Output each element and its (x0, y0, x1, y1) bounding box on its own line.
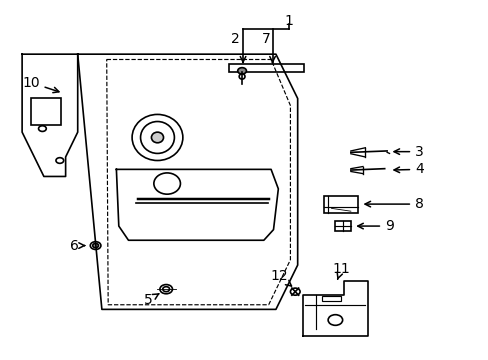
Text: 1: 1 (284, 14, 293, 27)
Bar (228, 64, 304, 72)
Circle shape (93, 243, 98, 248)
Bar (335, 221, 350, 231)
Text: 12: 12 (270, 269, 291, 286)
Bar (324, 195, 357, 213)
Ellipse shape (151, 132, 163, 143)
Text: 8: 8 (364, 197, 423, 211)
Text: 6: 6 (70, 239, 84, 253)
Text: 3: 3 (393, 145, 423, 159)
Text: 4: 4 (393, 162, 423, 176)
Text: 9: 9 (357, 219, 393, 233)
Bar (31, 99, 61, 125)
Text: 2: 2 (231, 32, 240, 46)
Bar (321, 296, 341, 301)
Text: 10: 10 (22, 76, 59, 93)
Text: 5: 5 (144, 293, 159, 307)
Circle shape (237, 68, 246, 74)
Text: 11: 11 (332, 262, 349, 279)
Text: 7: 7 (262, 32, 270, 46)
